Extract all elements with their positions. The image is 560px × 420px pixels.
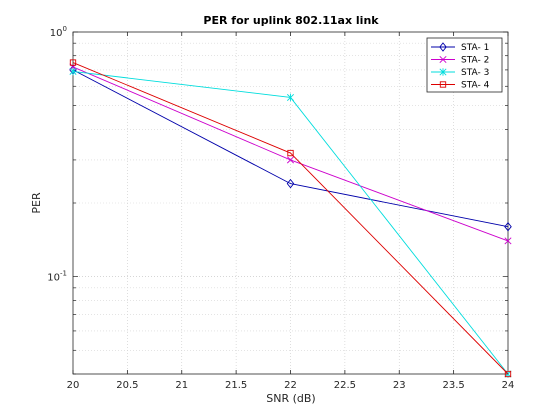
marker-stroke <box>504 237 512 245</box>
x-tick-label: 21 <box>175 380 188 391</box>
x-tick-label: 23.5 <box>442 380 464 391</box>
marker-stroke <box>439 55 447 64</box>
y-tick-label: 100 <box>50 25 67 39</box>
data-point <box>286 93 295 102</box>
marker-asterisk <box>439 68 447 76</box>
legend-entry: STA- 1 <box>431 42 489 53</box>
data-point <box>69 59 77 66</box>
marker-square <box>439 81 447 88</box>
series-line <box>72 62 509 375</box>
data-point <box>287 149 294 157</box>
marker-diamond <box>439 42 447 52</box>
axis-ticks: 20 20.5 21 21.5 22 22.5 23 23.5 24 100 10-1 <box>47 25 514 391</box>
legend-entry: STA- 4 <box>431 81 490 91</box>
x-tick-label: 20.5 <box>116 380 138 391</box>
x-tick-label: 22 <box>284 380 297 391</box>
data-point <box>504 370 512 378</box>
marker-x <box>439 55 447 64</box>
x-tick-label: 24 <box>502 380 515 391</box>
data-point <box>504 237 512 245</box>
legend-entry: STA- 3 <box>431 68 489 78</box>
x-tick-label: 23 <box>393 380 406 391</box>
x-tick-label: 21.5 <box>225 380 247 391</box>
legend-label: STA- 1 <box>461 43 489 53</box>
legend-entry: STA- 2 <box>431 56 489 66</box>
legend-label: STA- 4 <box>461 81 490 91</box>
series-line <box>72 69 509 228</box>
legend-label: STA- 3 <box>461 68 489 78</box>
data-point <box>286 178 295 189</box>
series-lines <box>69 59 512 378</box>
y-axis-label: PER <box>30 192 43 214</box>
grid <box>73 32 508 374</box>
legend: STA- 1 STA- 2 STA- 3 STA- 4 <box>426 37 503 93</box>
legend-label: STA- 2 <box>461 56 489 66</box>
series-2 <box>69 63 512 245</box>
y-tick-label: 10-1 <box>47 270 67 284</box>
data-point <box>286 156 295 164</box>
x-tick-label: 20 <box>67 380 80 391</box>
data-point <box>504 221 512 232</box>
chart-title: PER for uplink 802.11ax link <box>203 14 379 27</box>
x-tick-label: 22.5 <box>334 380 356 391</box>
marker-stroke <box>286 156 295 164</box>
series-4 <box>69 59 512 378</box>
data-point <box>69 67 77 76</box>
x-axis-label: SNR (dB) <box>266 392 315 405</box>
